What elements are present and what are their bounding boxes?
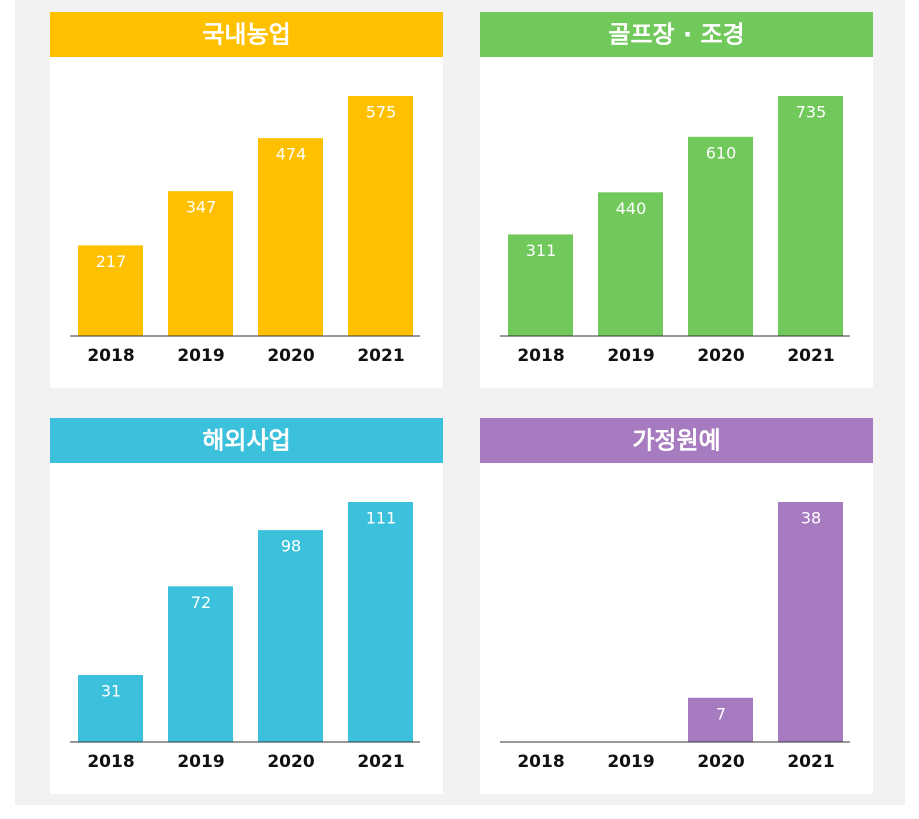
x-tick-label: 2021 [787,752,834,772]
bar [78,674,143,742]
bar [168,191,233,336]
title-bar [50,12,443,57]
bar [598,192,663,336]
x-tick-label: 2019 [607,752,654,772]
x-tick-label: 2018 [87,346,134,366]
value-label: 31 [101,681,121,700]
x-tick-label: 2020 [697,752,744,772]
chart-title: 국내농업 [202,21,290,49]
value-label: 217 [96,252,127,271]
title-bar [480,418,873,463]
x-tick-label: 2020 [267,346,314,366]
value-label: 98 [281,537,301,556]
value-label: 440 [616,199,647,218]
value-label: 735 [796,103,827,122]
x-tick-label: 2019 [177,752,224,772]
chart-title: 가정원예 [632,427,720,455]
x-tick-label: 2021 [357,752,404,772]
bar [168,586,233,742]
bar [778,96,843,336]
bar [778,502,843,742]
x-tick-label: 2020 [267,752,314,772]
x-tick-label: 2021 [787,346,834,366]
value-label: 7 [716,704,726,723]
bar [688,697,753,742]
x-tick-label: 2018 [87,752,134,772]
x-tick-label: 2018 [517,346,564,366]
bar [348,96,413,336]
bar [688,136,753,336]
x-tick-label: 2019 [177,346,224,366]
title-bar [50,418,443,463]
x-tick-label: 2021 [357,346,404,366]
bar [258,138,323,336]
x-tick-label: 2018 [517,752,564,772]
value-label: 347 [186,198,217,217]
x-tick-label: 2020 [697,346,744,366]
value-label: 474 [276,145,307,164]
bar [258,530,323,742]
bar [348,502,413,742]
value-label: 575 [366,103,397,122]
x-tick-label: 2019 [607,346,654,366]
value-label: 38 [801,509,821,528]
chart-title: 골프장 · 조경 [608,21,744,49]
value-label: 610 [706,143,737,162]
value-label: 111 [366,509,397,528]
value-label: 72 [191,593,211,612]
value-label: 311 [526,241,557,260]
title-bar [480,12,873,57]
bar [508,234,573,336]
bar [78,245,143,336]
chart-title: 해외사업 [202,427,290,455]
